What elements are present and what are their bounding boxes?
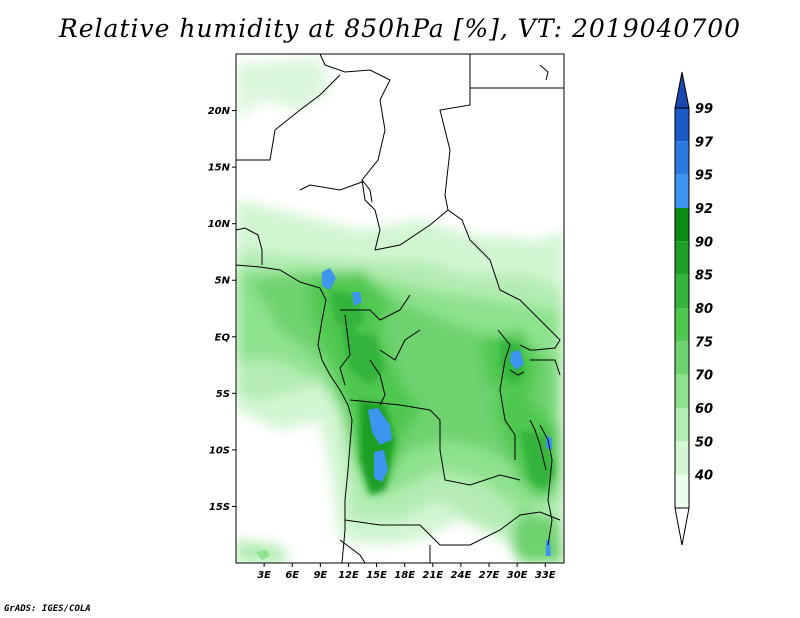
colorbar-label: 99 bbox=[695, 102, 713, 117]
humidity-field bbox=[236, 58, 564, 563]
lon-tick-label: 21E bbox=[422, 570, 443, 581]
colorbar-segment bbox=[675, 441, 689, 475]
colorbar-segment bbox=[675, 408, 689, 442]
colorbar-label: 60 bbox=[695, 402, 713, 417]
lon-tick-label: 9E bbox=[313, 570, 327, 581]
colorbar-segment bbox=[675, 474, 689, 508]
lon-tick-label: 18E bbox=[394, 570, 415, 581]
colorbar-outline bbox=[674, 107, 690, 509]
colorbar-segment bbox=[675, 374, 689, 408]
colorbar: 99 97 95 92 90 85 80 75 70 60 50 40 bbox=[674, 71, 714, 546]
map-title: Relative humidity at 850hPa [%], VT: 201… bbox=[58, 14, 742, 43]
lat-tick-label: 5N bbox=[215, 276, 231, 287]
colorbar-label: 80 bbox=[695, 302, 713, 317]
colorbar-segment bbox=[675, 274, 689, 308]
colorbar-label: 85 bbox=[695, 269, 713, 284]
lat-tick-label: 5S bbox=[216, 389, 230, 400]
colorbar-segment bbox=[675, 341, 689, 375]
lon-tick-label: 27E bbox=[479, 570, 500, 581]
colorbar-segment bbox=[675, 308, 689, 342]
lon-tick-label: 6E bbox=[285, 570, 299, 581]
colorbar-label: 90 bbox=[695, 235, 713, 250]
colorbar-label: 97 bbox=[695, 135, 714, 150]
lat-tick-label: 20N bbox=[208, 106, 231, 117]
map-frame bbox=[235, 53, 565, 564]
coastlines-and-borders bbox=[236, 54, 564, 563]
colorbar-label: 75 bbox=[695, 335, 713, 350]
lat-tick-label: 10N bbox=[208, 219, 231, 230]
colorbar-top-arrow bbox=[674, 71, 690, 109]
map-figure: 20N 15N 10N 5N EQ 5S 10S 15S 3E 6E 9E 12E 15E 18E 21E… bbox=[208, 53, 714, 581]
colorbar-label: 50 bbox=[695, 435, 713, 450]
lat-tick-label: 10S bbox=[209, 445, 230, 456]
lat-tick-label: EQ bbox=[215, 332, 231, 343]
colorbar-label: 40 bbox=[694, 469, 713, 484]
colorbar-segment bbox=[675, 241, 689, 275]
longitude-axis: 3E 6E 9E 12E 15E 18E 21E 24E 27E 30E 33E bbox=[257, 563, 556, 581]
colorbar-segment bbox=[675, 108, 689, 142]
grads-credit: GrADS: IGES/COLA bbox=[4, 604, 91, 614]
latitude-axis: 20N 15N 10N 5N EQ 5S 10S 15S bbox=[208, 106, 236, 513]
lon-tick-label: 30E bbox=[507, 570, 528, 581]
lon-tick-label: 33E bbox=[535, 570, 556, 581]
colorbar-label: 95 bbox=[695, 169, 713, 184]
colorbar-label: 92 bbox=[695, 202, 713, 217]
lat-tick-label: 15N bbox=[208, 163, 231, 174]
lon-tick-label: 3E bbox=[257, 570, 271, 581]
lon-tick-label: 24E bbox=[451, 570, 472, 581]
colorbar-segment bbox=[675, 174, 689, 208]
colorbar-bottom-arrow bbox=[674, 507, 690, 546]
lon-tick-label: 12E bbox=[338, 570, 359, 581]
lon-tick-label: 15E bbox=[366, 570, 387, 581]
lat-tick-label: 15S bbox=[209, 502, 230, 513]
colorbar-label: 70 bbox=[695, 369, 713, 384]
colorbar-segment bbox=[675, 141, 689, 175]
colorbar-segment bbox=[675, 208, 689, 242]
